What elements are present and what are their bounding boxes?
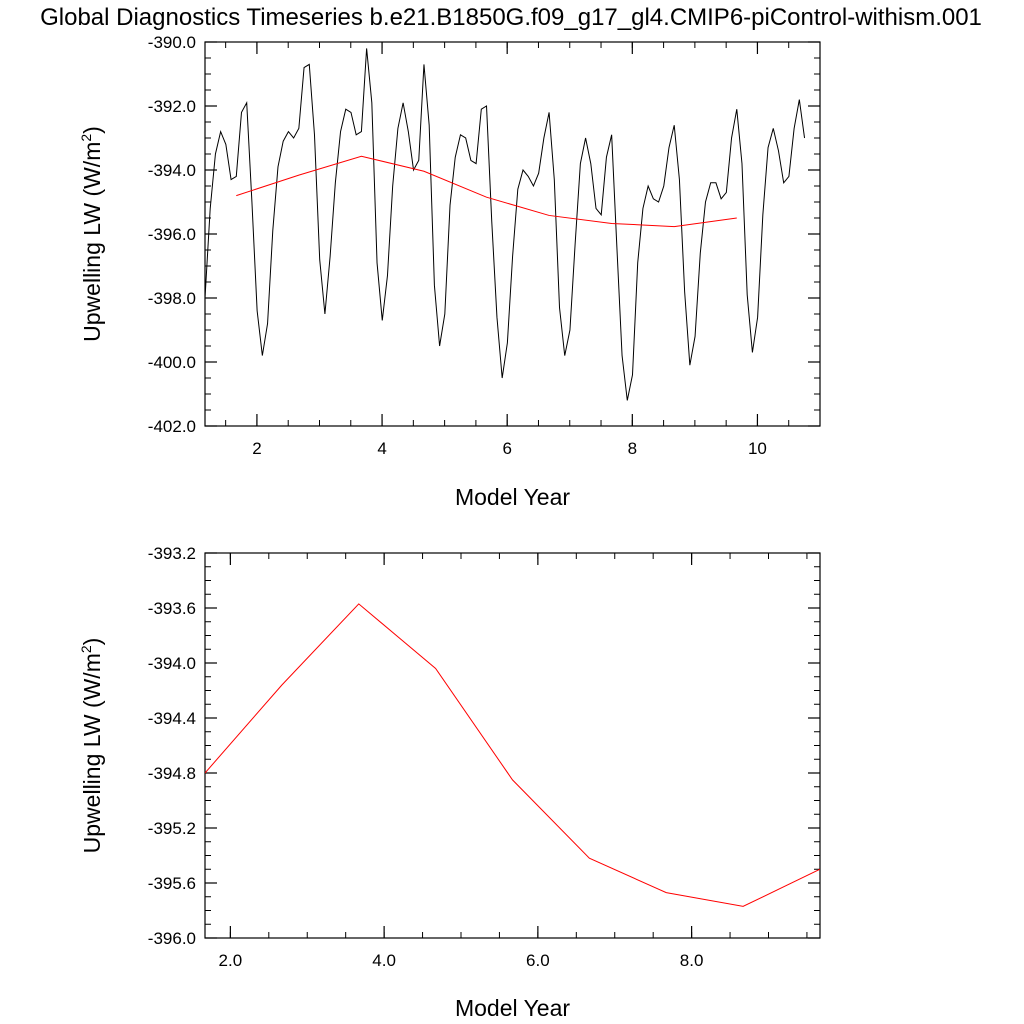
y-axis-label-superscript: 2	[78, 645, 94, 653]
x-tick-label: 4.0	[372, 951, 396, 970]
y-tick-label: -390.0	[148, 33, 196, 52]
x-tick-label: 6	[502, 439, 511, 458]
y-tick-label: -395.2	[148, 819, 196, 838]
bottom-chart: 2.0 4.0 6.0 8.0 -393.2 -393.6 -394.0 -394.4 -394…	[78, 544, 821, 1021]
y-axis-label-main: Upwelling LW (W/m	[79, 142, 105, 342]
y-tick-label: -394.8	[148, 764, 196, 783]
y-axis-label: Upwelling LW (W/m2)	[78, 126, 105, 342]
annual-mean-line	[236, 155, 737, 228]
y-tick-label: -392.0	[148, 97, 196, 116]
y-tick-label: -396.0	[148, 225, 196, 244]
x-tick-label: 2.0	[219, 951, 243, 970]
x-tick-label: 8.0	[680, 951, 704, 970]
y-tick-label: -402.0	[148, 417, 196, 436]
y-axis-label-tail: )	[79, 126, 105, 134]
figure-title: Global Diagnostics Timeseries b.e21.B185…	[40, 4, 982, 31]
y-axis-label-superscript: 2	[78, 134, 94, 142]
y-tick-label: -394.4	[148, 709, 196, 728]
y-axis-label: Upwelling LW (W/m2)	[78, 638, 105, 854]
annual-mean-line	[205, 603, 820, 907]
y-tick-label: -394.0	[148, 654, 196, 673]
y-tick-label: -398.0	[148, 289, 196, 308]
y-axis-label-main: Upwelling LW (W/m	[79, 653, 105, 853]
plot-frame	[204, 41, 821, 427]
y-axis-label-tail: )	[79, 638, 105, 646]
y-tick-label: -400.0	[148, 353, 196, 372]
y-tick-label: -393.2	[148, 544, 196, 563]
x-tick-label: 8	[628, 439, 637, 458]
x-tick-label: 2	[252, 439, 261, 458]
x-tick-label: 6.0	[526, 951, 550, 970]
top-chart: 2 4 6 8 10 -390.0 -392.0 -394.0 -396.0 -398.0 -400…	[78, 33, 821, 510]
x-axis-label: Model Year	[455, 995, 570, 1021]
y-tick-label: -396.0	[148, 929, 196, 948]
x-tick-label: 10	[748, 439, 767, 458]
y-tick-label: -394.0	[148, 161, 196, 180]
x-axis-label: Model Year	[455, 484, 570, 510]
y-tick-label: -393.6	[148, 599, 196, 618]
plot-frame	[204, 552, 821, 939]
monthly-series-line	[205, 48, 806, 401]
y-tick-label: -395.6	[148, 874, 196, 893]
x-tick-label: 4	[377, 439, 386, 458]
